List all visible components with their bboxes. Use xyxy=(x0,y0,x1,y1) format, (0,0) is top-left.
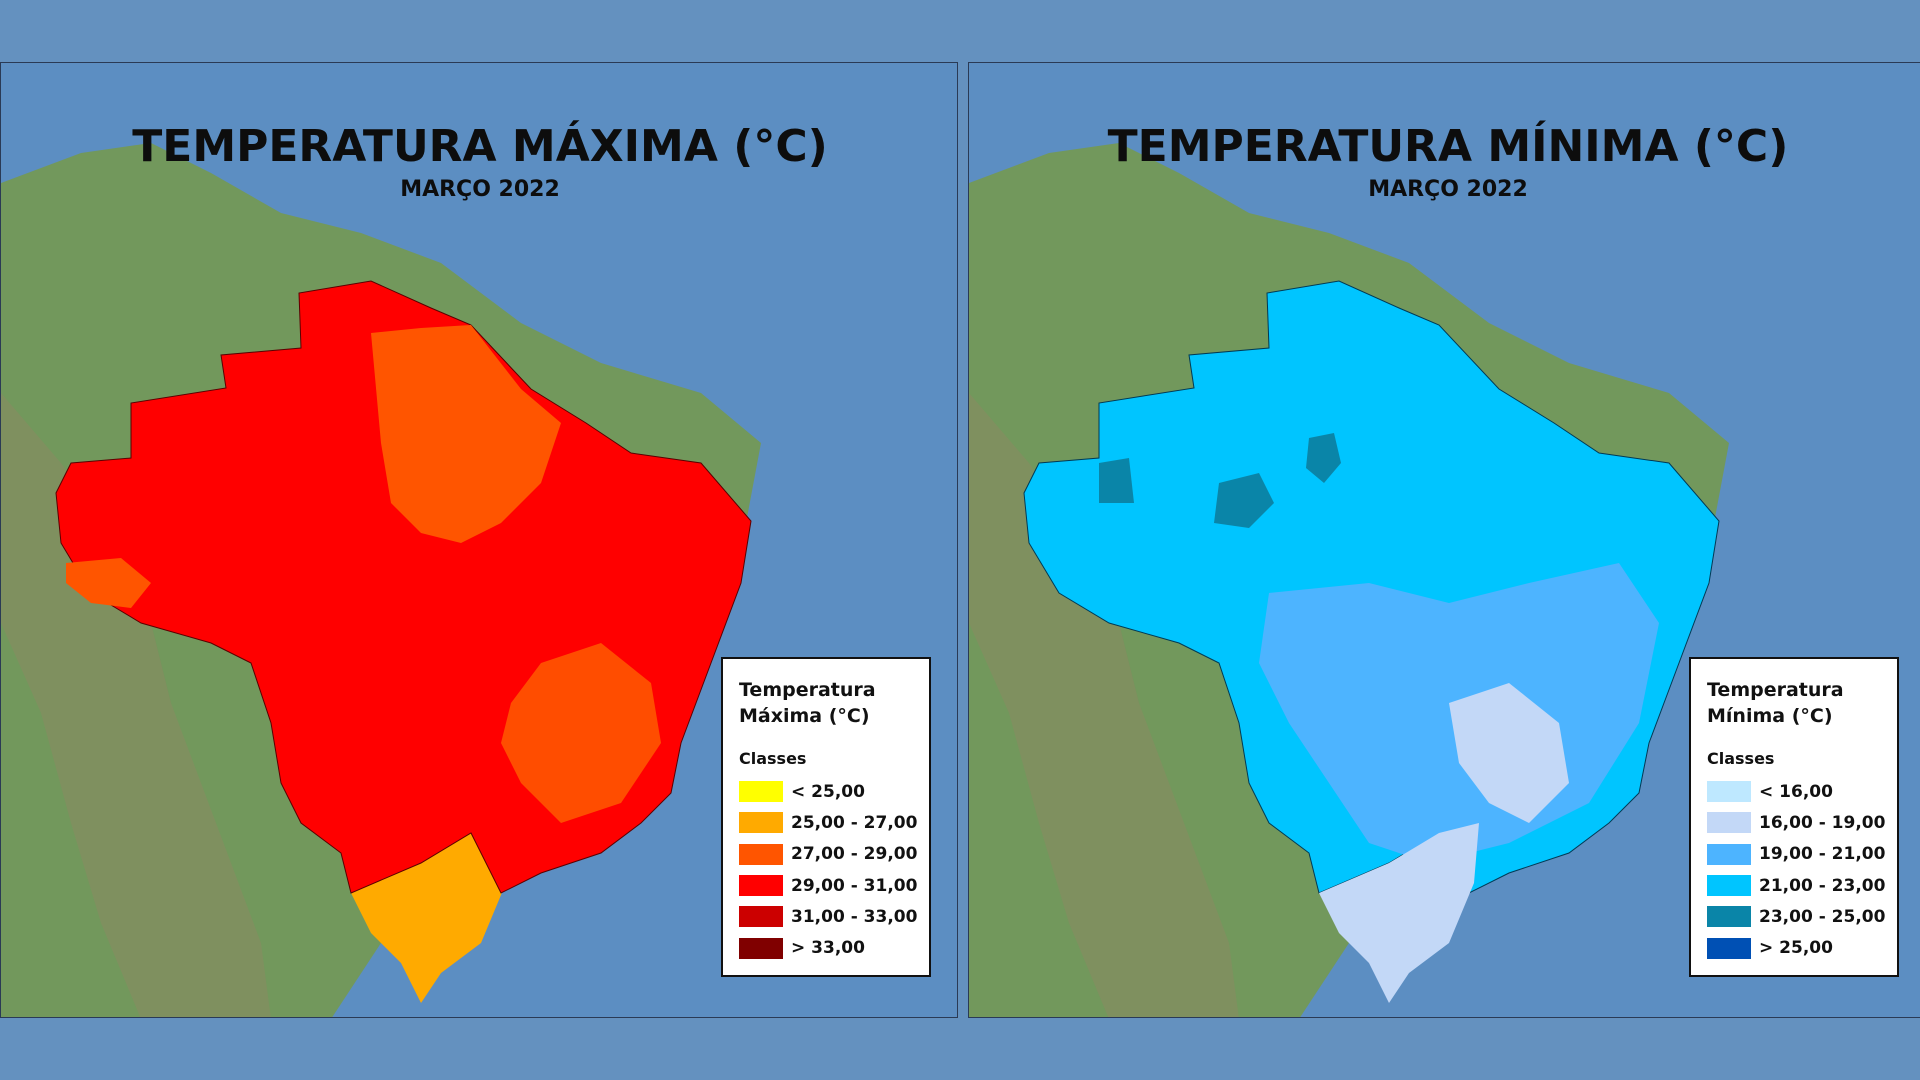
max-temperature-map xyxy=(1,63,957,1017)
brazil-region-orange-southeast xyxy=(501,643,661,823)
legend-item: 21,00 - 23,00 xyxy=(1707,870,1897,901)
legend-swatch xyxy=(1707,812,1751,834)
legend-label: 31,00 - 33,00 xyxy=(791,906,918,927)
legend-label: 25,00 - 27,00 xyxy=(791,812,918,833)
legend-item: < 25,00 xyxy=(739,776,929,807)
min-temperature-map-panel: TEMPERATURA MÍNIMA (°C) MARÇO 2022 Tempe… xyxy=(968,62,1920,1018)
legend-label: < 25,00 xyxy=(791,781,865,802)
legend-swatch xyxy=(1707,781,1751,803)
map-subtitle: MARÇO 2022 xyxy=(400,177,560,202)
legend-swatch xyxy=(1707,875,1751,897)
legend-label: 19,00 - 21,00 xyxy=(1759,844,1886,865)
legend-swatch xyxy=(739,875,783,897)
legend-title-line: Temperatura xyxy=(739,679,876,701)
legend-label: 23,00 - 25,00 xyxy=(1759,906,1886,927)
legend: Temperatura Mínima (°C) Classes < 16,00 … xyxy=(1689,657,1899,977)
legend-swatch xyxy=(1707,937,1751,959)
brazil-region-light-blue-southeast xyxy=(1449,683,1569,823)
legend-label: 29,00 - 31,00 xyxy=(791,875,918,896)
legend-label: > 25,00 xyxy=(1759,938,1833,959)
map-title: TEMPERATURA MÁXIMA (°C) xyxy=(132,121,828,172)
legend-title-line: Máxima (°C) xyxy=(739,705,870,727)
brazil-region-dark-teal-1 xyxy=(1214,473,1274,528)
legend-item: 16,00 - 19,00 xyxy=(1707,807,1897,838)
legend-subtitle: Classes xyxy=(739,749,807,768)
legend-label: 21,00 - 23,00 xyxy=(1759,875,1886,896)
legend-swatch xyxy=(739,843,783,865)
legend-title-line: Temperatura xyxy=(1707,679,1844,701)
map-subtitle: MARÇO 2022 xyxy=(1368,177,1528,202)
brazil-region-dark-teal-3 xyxy=(1099,458,1134,503)
legend-label: > 33,00 xyxy=(791,938,865,959)
legend-swatch xyxy=(739,812,783,834)
brazil-region-orange-south xyxy=(351,823,511,1003)
legend-item: 19,00 - 21,00 xyxy=(1707,839,1897,870)
brazil-region-orange-west xyxy=(66,558,151,608)
legend-subtitle: Classes xyxy=(1707,749,1775,768)
legend-item: 25,00 - 27,00 xyxy=(739,807,929,838)
brazil-region-dark-teal-2 xyxy=(1306,433,1341,483)
legend-item: > 25,00 xyxy=(1707,932,1897,963)
legend: Temperatura Máxima (°C) Classes < 25,00 … xyxy=(721,657,931,977)
legend-swatch xyxy=(1707,906,1751,928)
legend-swatch xyxy=(739,937,783,959)
legend-label: 16,00 - 19,00 xyxy=(1759,812,1886,833)
legend-item: 29,00 - 31,00 xyxy=(739,870,929,901)
legend-item: > 33,00 xyxy=(739,932,929,963)
legend-item: 31,00 - 33,00 xyxy=(739,901,929,932)
legend-title-line: Mínima (°C) xyxy=(1707,705,1833,727)
legend-swatch xyxy=(1707,843,1751,865)
brazil-region-orange-north xyxy=(371,325,561,543)
legend-swatch xyxy=(739,781,783,803)
legend-swatch xyxy=(739,906,783,928)
map-title: TEMPERATURA MÍNIMA (°C) xyxy=(1107,121,1789,172)
legend-item: 23,00 - 25,00 xyxy=(1707,901,1897,932)
legend-title: Temperatura Mínima (°C) xyxy=(1707,677,1887,729)
legend-item: < 16,00 xyxy=(1707,776,1897,807)
legend-title: Temperatura Máxima (°C) xyxy=(739,677,919,729)
legend-label: 27,00 - 29,00 xyxy=(791,844,918,865)
brazil-region-light-blue-south xyxy=(1319,823,1479,1003)
legend-label: < 16,00 xyxy=(1759,781,1833,802)
legend-item: 27,00 - 29,00 xyxy=(739,839,929,870)
max-temperature-map-panel: TEMPERATURA MÁXIMA (°C) MARÇO 2022 Tempe… xyxy=(0,62,958,1018)
